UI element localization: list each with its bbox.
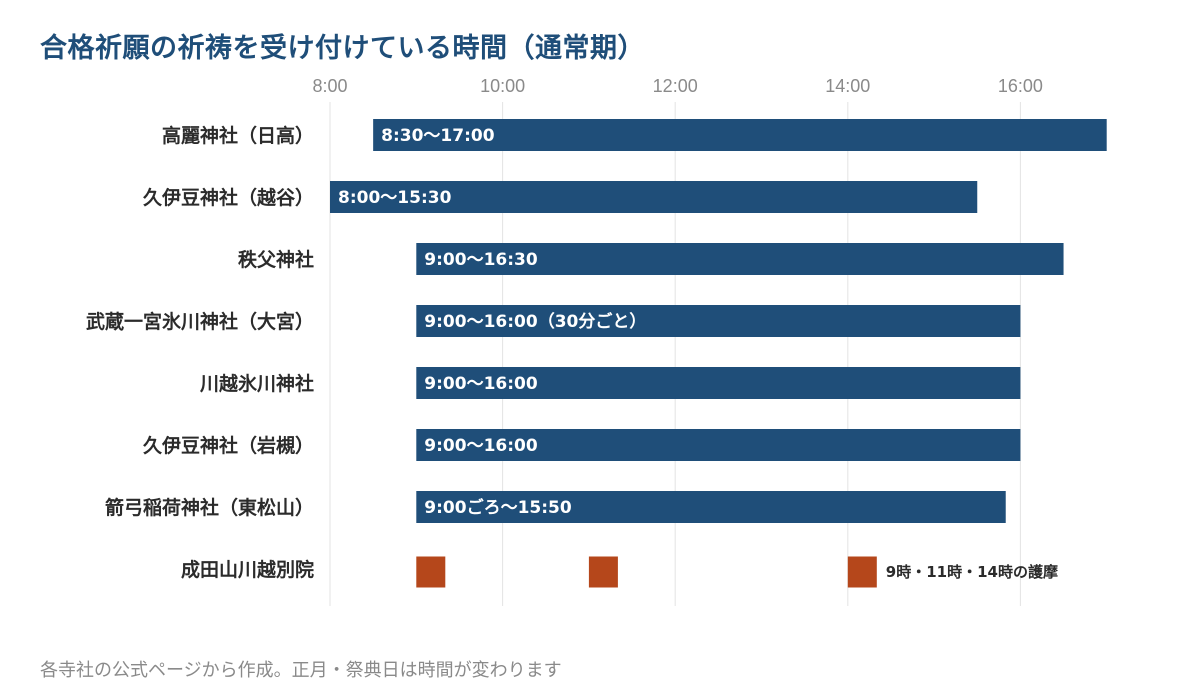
range-bar — [416, 491, 1006, 523]
category-label: 久伊豆神社（岩槻） — [143, 434, 314, 457]
category-label: 武蔵一宮氷川神社（大宮） — [86, 310, 314, 333]
footnote: 各寺社の公式ページから作成。正月・祭典日は時間が変わります — [40, 660, 562, 681]
bar-label: 9:00〜16:00 — [424, 436, 538, 456]
chart-title: 合格祈願の祈祷を受け付けている時間（通常期） — [40, 33, 645, 64]
time-marker — [588, 556, 618, 588]
grid-lines — [329, 102, 1021, 606]
x-axis-ticks: 8:00 10:00 12:00 14:00 16:00 — [312, 76, 1042, 96]
category-label: 久伊豆神社（越谷） — [143, 186, 314, 209]
range-bar — [330, 181, 978, 213]
range-bar — [373, 119, 1107, 151]
x-tick-label: 8:00 — [312, 76, 347, 96]
marker-annotation: 9時・11時・14時の護摩 — [886, 563, 1059, 581]
range-bar — [416, 243, 1064, 275]
range-bar — [416, 429, 1021, 461]
category-label: 秩父神社 — [238, 248, 314, 271]
x-tick-label: 10:00 — [480, 76, 525, 96]
category-label: 箭弓稲荷神社（東松山） — [105, 496, 314, 519]
rows: 高麗神社（日高） 8:30〜17:00 久伊豆神社（越谷） 8:00〜15:30 秩父神… — [86, 119, 1107, 588]
bar-label: 9:00〜16:00（30分ごと） — [424, 311, 646, 332]
time-marker — [847, 556, 877, 588]
x-tick-label: 12:00 — [653, 76, 698, 96]
range-bar — [416, 367, 1021, 399]
bar-label: 9:00〜16:30 — [424, 250, 538, 270]
x-tick-label: 16:00 — [998, 76, 1043, 96]
category-label: 高麗神社（日高） — [162, 124, 314, 147]
bar-label: 9:00ごろ〜15:50 — [424, 497, 572, 518]
range-bar — [416, 305, 1021, 337]
bar-label: 8:30〜17:00 — [381, 126, 495, 146]
bar-label: 9:00〜16:00 — [424, 374, 538, 394]
bar-label: 8:00〜15:30 — [338, 188, 452, 208]
category-label: 成田山川越別院 — [181, 558, 314, 581]
time-marker — [416, 556, 446, 588]
x-tick-label: 14:00 — [825, 76, 870, 96]
category-label: 川越氷川神社 — [199, 372, 314, 395]
